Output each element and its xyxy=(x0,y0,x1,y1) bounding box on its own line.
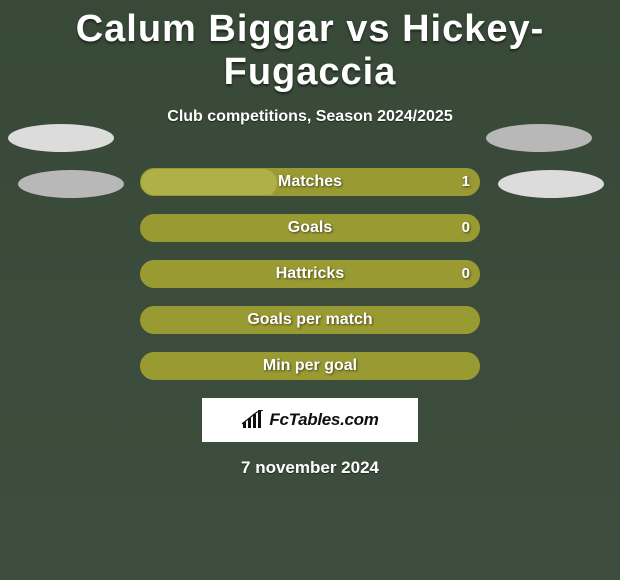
stat-row-value: 0 xyxy=(462,260,470,288)
stat-row-value: 0 xyxy=(462,214,470,242)
logo-text: FcTables.com xyxy=(269,410,378,430)
bar-chart-icon xyxy=(241,410,265,430)
decorative-ellipse xyxy=(8,124,114,152)
stat-row: Min per goal xyxy=(140,352,480,380)
decorative-ellipse xyxy=(498,170,604,198)
stat-row: Goals0 xyxy=(140,214,480,242)
page-title: Calum Biggar vs Hickey-Fugaccia xyxy=(0,0,620,94)
stat-row-value: 1 xyxy=(462,168,470,196)
stat-row-label: Goals per match xyxy=(140,306,480,334)
stat-row-label: Goals xyxy=(140,214,480,242)
date-text: 7 november 2024 xyxy=(0,458,620,478)
stat-row-label: Hattricks xyxy=(140,260,480,288)
page-subtitle: Club competitions, Season 2024/2025 xyxy=(0,108,620,126)
stat-row: Hattricks0 xyxy=(140,260,480,288)
decorative-ellipse xyxy=(486,124,592,152)
stat-row: Goals per match xyxy=(140,306,480,334)
stat-row-label: Matches xyxy=(140,168,480,196)
stat-row: Matches1 xyxy=(140,168,480,196)
stat-bars-container: Matches1Goals0Hattricks0Goals per matchM… xyxy=(0,168,620,380)
logo-box: FcTables.com xyxy=(202,398,418,442)
stat-row-label: Min per goal xyxy=(140,352,480,380)
decorative-ellipse xyxy=(18,170,124,198)
